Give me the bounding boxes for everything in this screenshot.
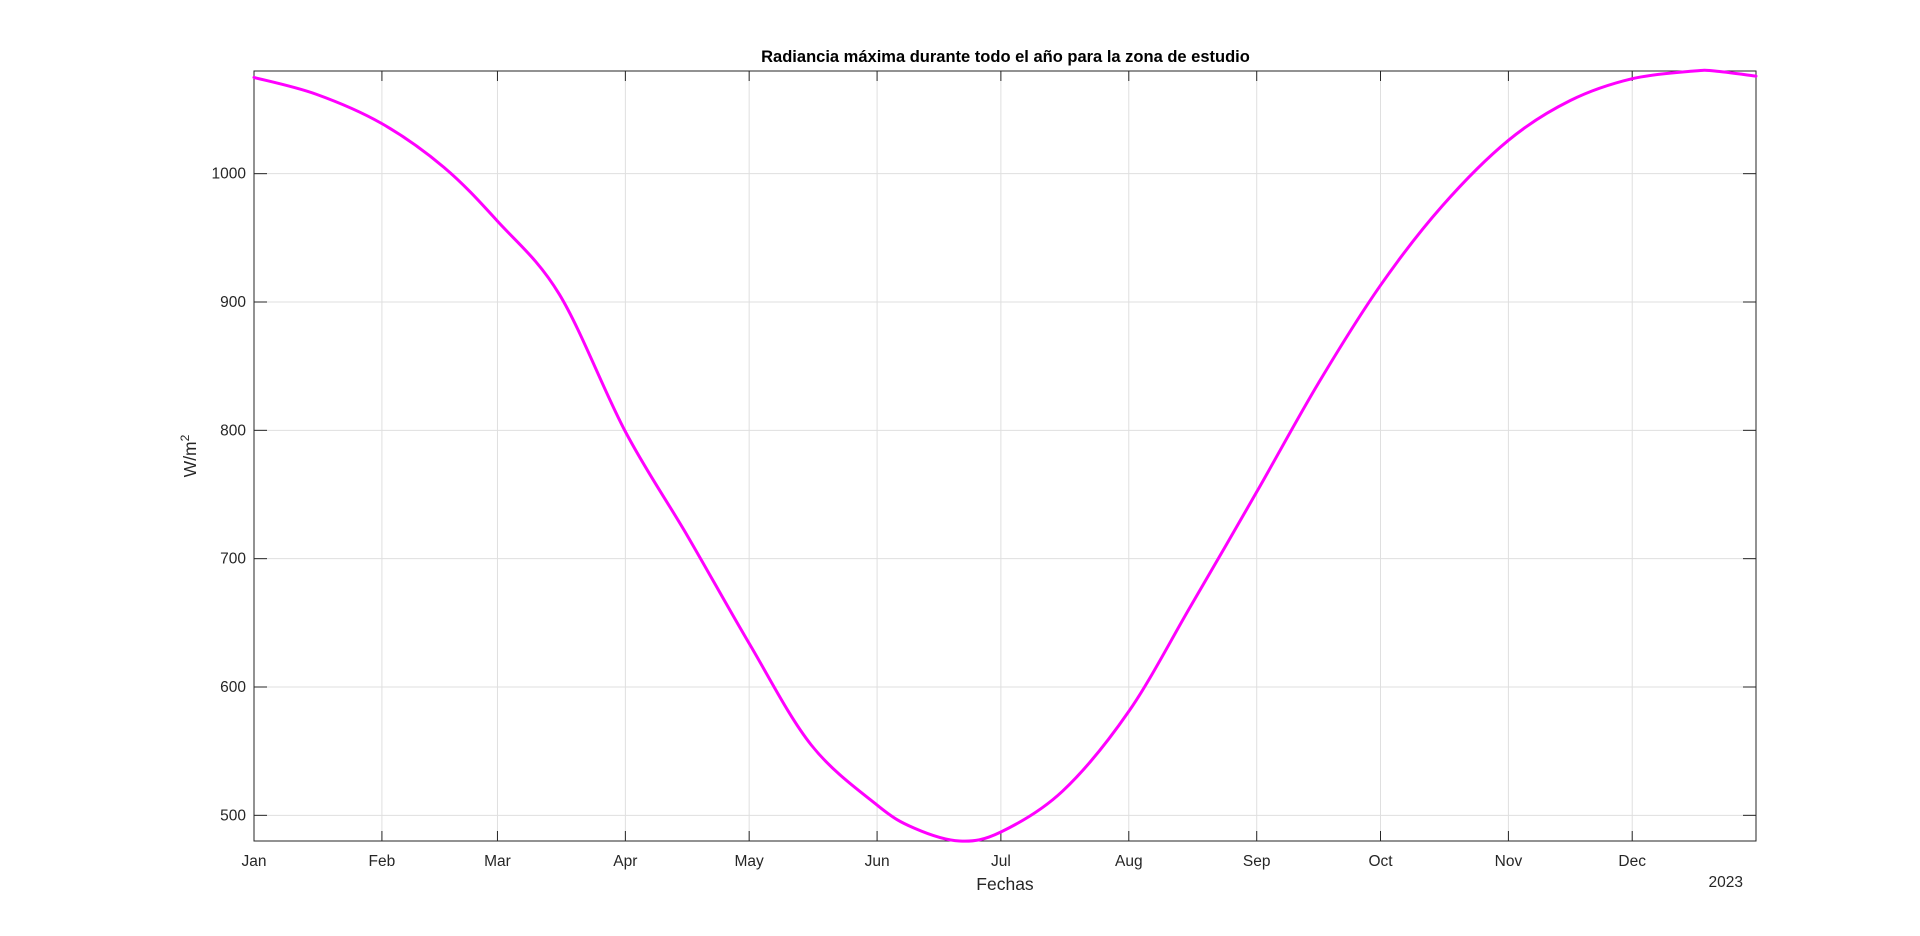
y-tick-label: 500	[220, 807, 246, 824]
y-axis-label: W/m2	[178, 434, 200, 477]
x-tick-label: Mar	[484, 853, 511, 870]
chart-title: Radiancia máxima durante todo el año par…	[761, 48, 1250, 66]
x-tick-label: Dec	[1618, 853, 1646, 870]
x-axis-year-label: 2023	[1709, 874, 1743, 891]
x-tick-label: Jun	[865, 853, 890, 870]
y-tick-label: 1000	[212, 166, 247, 183]
y-tick-label: 600	[220, 679, 246, 696]
y-tick-label: 800	[220, 422, 246, 439]
x-tick-label: Nov	[1495, 853, 1523, 870]
plot-area-box	[253, 70, 1757, 842]
x-tick-label: Jul	[991, 853, 1011, 870]
x-tick-label: Sep	[1243, 853, 1271, 870]
series-line	[252, 68, 1758, 843]
y-axis-label-base: W/m	[180, 441, 200, 477]
x-tick-label: May	[735, 853, 765, 870]
labels: Radiancia máxima durante todo el año par…	[178, 48, 1743, 894]
x-tick-label: Jan	[242, 853, 267, 870]
ticks: Jan Feb Mar Apr May Jun Jul Aug Sep Oct Nov Dec 500 6…	[212, 71, 1756, 870]
series	[252, 68, 1758, 843]
x-tick-label: Apr	[613, 853, 637, 870]
y-tick-label: 900	[220, 294, 246, 311]
x-tick-label: Aug	[1115, 853, 1143, 870]
x-tick-label: Feb	[369, 853, 396, 870]
x-axis-label: Fechas	[976, 874, 1034, 894]
x-tick-label: Oct	[1368, 853, 1393, 870]
grid	[253, 71, 1756, 841]
y-tick-label: 700	[220, 551, 246, 568]
y-axis-label-superscript: 2	[178, 434, 192, 441]
